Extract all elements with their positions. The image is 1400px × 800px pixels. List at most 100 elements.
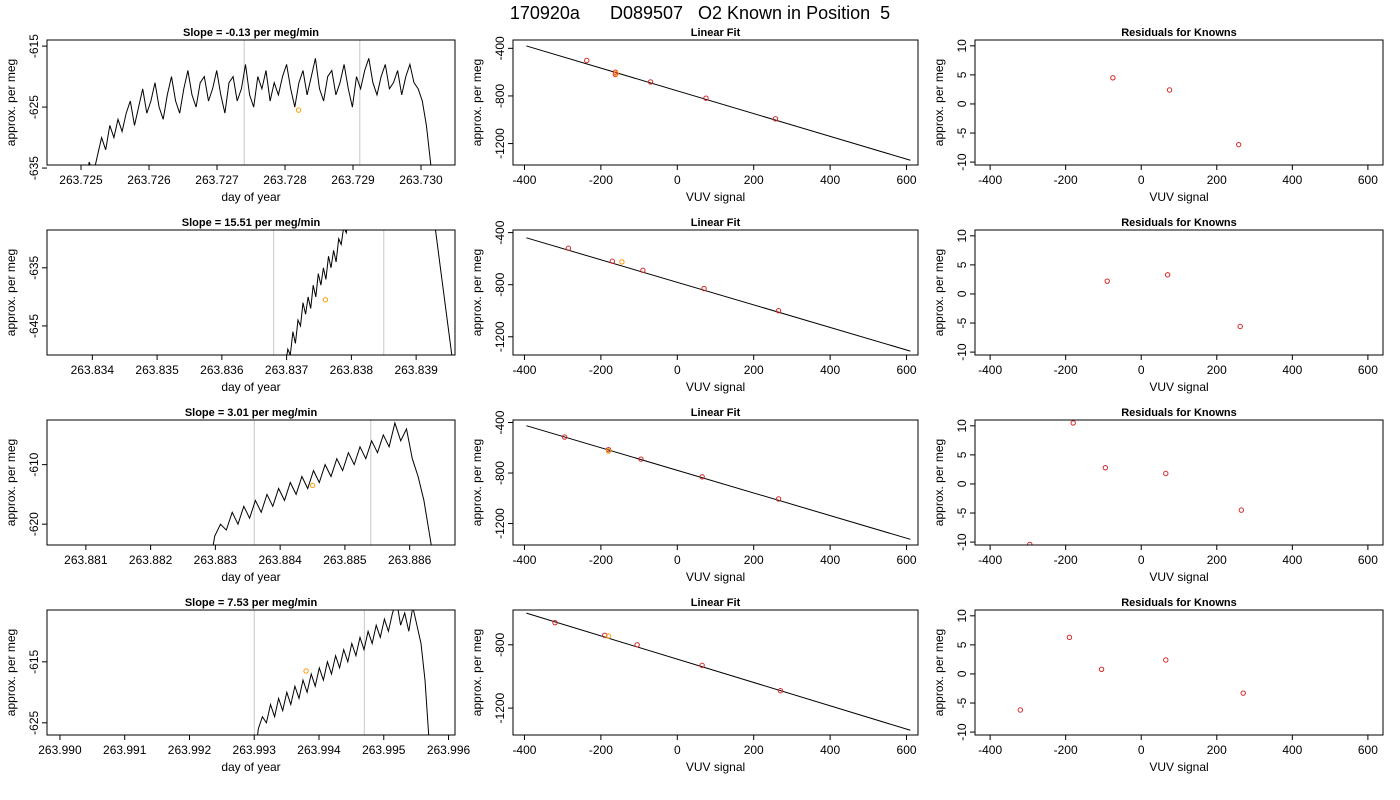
plot-area <box>1017 634 1246 713</box>
plot-frame <box>974 609 1384 736</box>
data-point <box>552 619 558 626</box>
data-line <box>88 58 432 165</box>
highlight-point <box>303 668 309 674</box>
plot-frame <box>46 419 456 546</box>
panel-resid-row1: Residuals for Knowns -400 -200 0 200 400 600 10… <box>932 27 1384 204</box>
x-tick-label: 200 <box>744 363 764 377</box>
x-tick-label: 263.726 <box>127 173 171 187</box>
plot-area <box>526 425 911 540</box>
y-tick-label: 10 <box>955 39 969 53</box>
x-tick-label: 263.728 <box>263 173 307 187</box>
figure-title: 170920a D089507 O2 Known in Position 5 <box>509 3 891 23</box>
plot-frame <box>512 229 919 356</box>
panel-title: Slope = 7.53 per meg/min <box>185 597 318 609</box>
highlight-point <box>295 107 302 113</box>
y-tick-label: -10 <box>955 533 969 551</box>
panel-title: Residuals for Knowns <box>1121 27 1237 39</box>
panel-title: Slope = 3.01 per meg/min <box>185 407 318 419</box>
plot-area <box>1027 420 1245 545</box>
x-tick-label: 263.996 <box>427 743 471 757</box>
data-point <box>647 79 654 85</box>
data-point <box>1104 278 1110 284</box>
x-tick-label: 263.725 <box>59 173 103 187</box>
x-tick-label: 400 <box>820 553 840 567</box>
x-tick-label: 0 <box>674 743 681 757</box>
x-axis-label: day of year <box>221 190 280 204</box>
plot-frame <box>512 609 919 736</box>
data-point <box>703 95 709 101</box>
panel-time-row1: Slope = -0.13 per meg/min 263.725 263.726 2… <box>4 27 456 204</box>
data-point <box>699 662 705 669</box>
x-tick-label: -400 <box>512 743 536 757</box>
y-tick-label: -10 <box>955 153 969 171</box>
data-point <box>772 116 779 122</box>
y-tick-label: 5 <box>955 71 969 78</box>
y-tick-label: -1200 <box>493 128 507 159</box>
y-tick-label: -615 <box>27 34 41 58</box>
y-axis-label: approx. per meg <box>4 249 18 336</box>
x-tick-label: 263.835 <box>135 363 179 377</box>
plot-frame <box>512 419 919 546</box>
y-tick-label: 10 <box>955 229 969 243</box>
x-tick-label: 0 <box>1138 363 1145 377</box>
x-tick-label: 263.729 <box>331 173 375 187</box>
plot-area <box>212 420 432 545</box>
fit-line <box>526 425 911 540</box>
panel-title: Residuals for Knowns <box>1121 407 1237 419</box>
panel-fit-row4: Linear Fit -400 -200 0 200 400 600 -800 -1200 VUV… <box>470 597 919 774</box>
data-point <box>1098 666 1105 673</box>
data-point <box>1163 657 1169 663</box>
x-tick-label: 200 <box>744 173 764 187</box>
panel-resid-row3: Residuals for Knowns -400 -200 0 200 400 600 10… <box>932 407 1384 584</box>
x-tick-label: 263.886 <box>388 553 432 567</box>
x-tick-label: 200 <box>744 553 764 567</box>
y-axis-label: approx. per meg <box>470 249 484 336</box>
y-tick-label: 5 <box>955 261 969 268</box>
data-point <box>1166 87 1173 93</box>
y-tick-label: -625 <box>27 710 41 734</box>
x-tick-label: 263.839 <box>394 363 438 377</box>
x-axis-label: day of year <box>221 570 280 584</box>
y-tick-label: -645 <box>27 314 41 338</box>
y-tick-label: -400 <box>493 410 507 434</box>
highlight-point <box>613 70 619 77</box>
y-tick-label: 5 <box>955 641 969 648</box>
x-tick-label: 263.837 <box>265 363 309 377</box>
y-tick-label: -5 <box>955 507 969 518</box>
data-point <box>1027 541 1033 545</box>
x-tick-label: 600 <box>897 553 917 567</box>
x-tick-label: 400 <box>1282 363 1302 377</box>
y-tick-label: -10 <box>955 723 969 741</box>
y-tick-label: 10 <box>955 419 969 433</box>
x-tick-label: 263.834 <box>71 363 115 377</box>
y-tick-label: 0 <box>955 100 969 107</box>
panel-time-row4: Slope = 7.53 per meg/min 263.990 263.991 26… <box>4 597 471 774</box>
x-axis-label: day of year <box>221 380 280 394</box>
x-tick-label: 400 <box>1282 743 1302 757</box>
x-tick-label: 263.882 <box>129 553 173 567</box>
data-point <box>775 308 782 314</box>
plot-frame <box>974 39 1384 166</box>
data-point <box>1235 141 1242 148</box>
x-tick-label: 200 <box>1207 363 1227 377</box>
plot-frame <box>46 229 456 356</box>
x-tick-label: 0 <box>1138 743 1145 757</box>
y-tick-label: 5 <box>955 451 969 458</box>
x-tick-label: 263.994 <box>297 743 341 757</box>
data-point <box>775 496 782 502</box>
x-tick-label: -200 <box>1054 743 1078 757</box>
y-tick-label: -800 <box>493 272 507 296</box>
y-tick-label: 10 <box>955 609 969 623</box>
fit-line <box>526 45 911 161</box>
x-axis-label: VUV signal <box>686 380 745 394</box>
panel-title: Linear Fit <box>691 27 741 39</box>
y-tick-label: -635 <box>27 156 41 180</box>
x-tick-label: 200 <box>744 743 764 757</box>
y-axis-label: approx. per meg <box>932 249 946 336</box>
highlight-point <box>309 482 316 489</box>
x-tick-label: 263.881 <box>64 553 108 567</box>
x-axis-label: VUV signal <box>1149 760 1208 774</box>
y-tick-label: -620 <box>27 512 41 536</box>
x-tick-label: -400 <box>512 363 536 377</box>
